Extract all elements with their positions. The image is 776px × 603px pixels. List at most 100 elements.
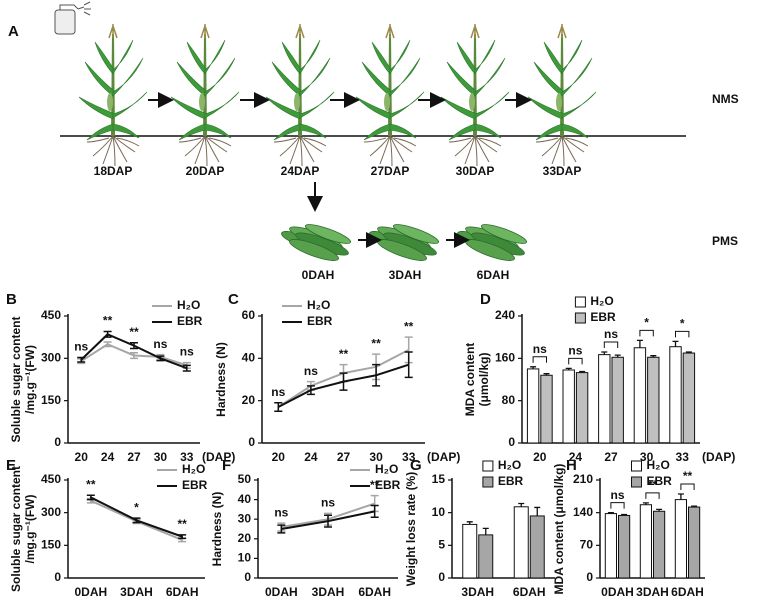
error-bar xyxy=(482,527,489,535)
panel-label: C xyxy=(228,291,239,308)
y-tick-label: 0 xyxy=(438,570,445,584)
error-bar xyxy=(565,367,572,370)
error-bar xyxy=(607,512,614,514)
significance-bracket xyxy=(603,341,619,348)
y-axis-label: /mg.g⁻¹(FW) xyxy=(23,495,37,564)
bar xyxy=(669,346,682,444)
x-axis-label: (DAP) xyxy=(702,450,735,464)
chart: C 0 20 40 60 Hardness (N) 20 24 27 30 33 (DAP) H₂O EB… xyxy=(214,291,460,464)
significance-label: ** xyxy=(177,517,187,531)
significance-bracket xyxy=(610,502,625,509)
arrows xyxy=(148,92,532,248)
x-tick-label: 6DAH xyxy=(358,585,391,599)
fruit-stage-label: 0DAH xyxy=(302,268,335,282)
y-tick-label: 40 xyxy=(238,492,252,506)
x-tick-label: 20 xyxy=(533,450,547,464)
legend-label: H₂O xyxy=(182,462,205,476)
error-bar xyxy=(156,355,165,362)
significance-bracket xyxy=(680,483,695,490)
error-bar xyxy=(103,330,112,338)
significance-label: ** xyxy=(371,336,381,350)
x-tick-label: 33 xyxy=(180,450,194,464)
bar xyxy=(682,352,696,444)
bar xyxy=(633,347,647,444)
error-bar xyxy=(370,504,379,518)
legend-swatch xyxy=(574,312,586,324)
bar xyxy=(611,356,624,444)
significance-bracket xyxy=(568,357,583,365)
y-tick-label: 70 xyxy=(580,538,594,552)
plants xyxy=(79,24,596,265)
legend-label: H₂O xyxy=(307,298,330,312)
error-bar xyxy=(621,513,628,516)
x-tick-label: 30 xyxy=(640,450,654,464)
legend-label: EBR xyxy=(177,314,203,328)
error-bar xyxy=(543,373,550,376)
y-axis-label: /mg.g⁻¹(FW) xyxy=(23,345,37,414)
significance-bracket xyxy=(639,329,654,337)
legend-label: EBR xyxy=(498,474,524,488)
fruit-stage-label: 3DAH xyxy=(389,268,422,282)
significance-label: ** xyxy=(129,325,139,339)
significance-bracket xyxy=(532,356,547,363)
significance-label: * xyxy=(680,317,685,331)
bar xyxy=(604,513,617,579)
row-label: NMS xyxy=(712,92,739,106)
y-tick-label: 0 xyxy=(508,435,515,449)
bar xyxy=(540,374,553,444)
x-axis-label: (DAP) xyxy=(202,450,235,464)
legend-label: H₂O xyxy=(647,458,670,472)
y-axis-label: Soluble sugar content xyxy=(9,466,23,592)
x-tick-label: 3DAH xyxy=(636,585,669,599)
x-tick-label: 0DAH xyxy=(265,585,298,599)
stage-label: 27DAP xyxy=(371,164,410,178)
significance-label: ** xyxy=(683,469,693,483)
fruit-stage-label: 6DAH xyxy=(477,268,510,282)
error-bar xyxy=(130,342,138,350)
error-bar xyxy=(642,502,649,505)
x-tick-label: 33 xyxy=(676,450,690,464)
error-bar xyxy=(404,351,413,379)
x-tick-label: 27 xyxy=(127,450,141,464)
y-tick-label: 0 xyxy=(54,570,61,584)
x-tick-label: 6DAH xyxy=(166,585,199,599)
y-tick-label: 15 xyxy=(432,472,446,486)
bar xyxy=(513,506,529,579)
stage-label: 24DAP xyxy=(281,164,320,178)
panel-label: A xyxy=(8,23,19,40)
panel-label: B xyxy=(6,291,17,308)
significance-label: ** xyxy=(86,477,96,491)
x-tick-label: 3DAH xyxy=(312,585,345,599)
significance-bracket xyxy=(675,330,690,338)
x-tick-label: 24 xyxy=(101,450,115,464)
significance-label: ** xyxy=(339,347,349,361)
x-tick-label: 33 xyxy=(402,450,416,464)
x-tick-label: 0DAH xyxy=(74,585,107,599)
legend-label: EBR xyxy=(647,474,673,488)
y-tick-label: 60 xyxy=(242,308,256,322)
stage-label: 18DAP xyxy=(94,164,133,178)
chart: B 0 150 300 450 Soluble sugar content/mg.g⁻¹(… xyxy=(6,291,235,464)
significance-label: ** xyxy=(404,319,414,333)
row-label: PMS xyxy=(712,234,738,248)
y-tick-label: 160 xyxy=(495,351,515,365)
error-bar xyxy=(614,354,621,358)
significance-label: ns xyxy=(74,340,88,354)
significance-label: ns xyxy=(180,345,194,359)
y-tick-label: 210 xyxy=(573,472,593,486)
y-tick-label: 0 xyxy=(248,435,255,449)
error-bar xyxy=(677,493,684,500)
error-bar xyxy=(182,364,191,372)
error-bar xyxy=(530,366,537,369)
error-bar xyxy=(636,339,643,348)
y-tick-label: 80 xyxy=(502,393,516,407)
error-bar xyxy=(274,402,283,412)
significance-label: * xyxy=(134,500,139,514)
x-tick-label: 3DAH xyxy=(120,585,153,599)
legend-swatch xyxy=(482,460,494,472)
y-axis-label: Soluble sugar content xyxy=(9,316,23,442)
y-tick-label: 450 xyxy=(41,308,61,322)
y-tick-label: 0 xyxy=(586,570,593,584)
bar xyxy=(647,356,660,444)
bar xyxy=(653,510,666,579)
